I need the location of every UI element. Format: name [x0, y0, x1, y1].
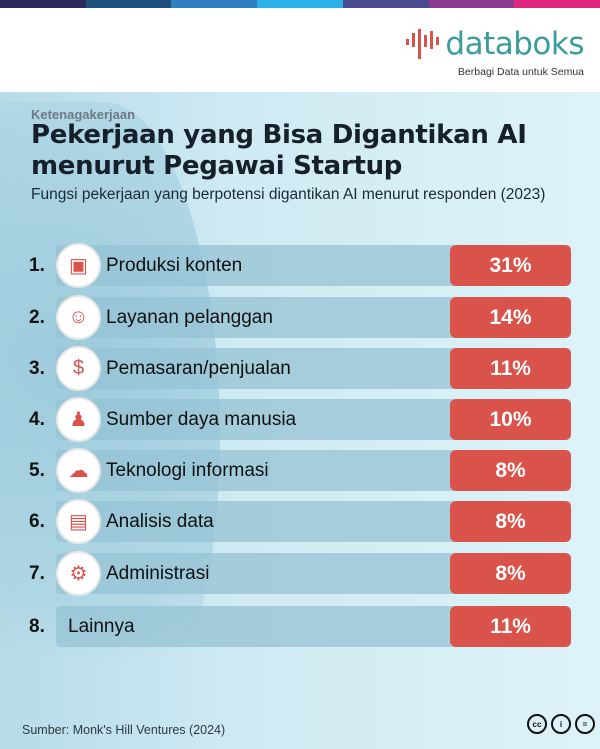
bar-row: 2. ☺ Layanan pelanggan 14% [29, 295, 571, 340]
category-label: Sumber daya manusia [106, 408, 297, 430]
value-label: 8% [450, 450, 571, 491]
it-cloud-icon: ☁ [56, 448, 101, 493]
databoks-logo: databoks Berbagi Data untuk Semua [405, 26, 584, 78]
category-label: Ketenagakerjaan [31, 107, 136, 122]
source-note: Sumber: Monk's Hill Ventures (2024) [22, 723, 226, 737]
category-label: Pemasaran/penjualan [106, 357, 291, 379]
chart-title: Pekerjaan yang Bisa Digantikan AI menuru… [31, 120, 527, 181]
stripe-segment [257, 0, 343, 8]
stripe-segment [0, 0, 86, 8]
stripe-segment [342, 0, 429, 8]
category-label: Analisis data [106, 510, 214, 532]
chart-subtitle: Fungsi pekerjaan yang berpotensi diganti… [31, 186, 546, 203]
cc-icon: cc [527, 714, 547, 734]
category-label: Teknologi informasi [106, 459, 269, 481]
bar-row: 4. ♟ Sumber daya manusia 10% [29, 397, 571, 442]
top-color-stripe [0, 0, 600, 8]
data-analysis-icon: ▤ [56, 499, 101, 544]
stripe-segment [514, 0, 600, 8]
rank-number: 5. [29, 459, 45, 481]
category-label: Layanan pelanggan [106, 306, 273, 328]
rank-number: 6. [29, 510, 45, 532]
category-label: Administrasi [106, 562, 210, 584]
logo-bars-icon [406, 29, 440, 59]
rank-number: 1. [29, 254, 45, 276]
value-label: 11% [450, 606, 571, 647]
bar-row: 7. ⚙ Administrasi 8% [29, 551, 571, 596]
rank-number: 2. [29, 306, 45, 328]
stripe-segment [171, 0, 258, 8]
administration-icon: ⚙ [56, 551, 101, 596]
sales-money-icon: $ [56, 346, 101, 391]
value-label: 8% [450, 553, 571, 594]
value-label: 31% [450, 245, 571, 286]
nd-icon: = [575, 714, 595, 734]
rank-number: 4. [29, 408, 45, 430]
value-label: 10% [450, 399, 571, 440]
rank-number: 3. [29, 357, 45, 379]
value-label: 8% [450, 501, 571, 542]
bar-row: 1. ▣ Produksi konten 31% [29, 243, 571, 288]
bar-row: 5. ☁ Teknologi informasi 8% [29, 448, 571, 493]
stripe-segment [428, 0, 515, 8]
header: databoks Berbagi Data untuk Semua [0, 8, 600, 92]
customer-service-icon: ☺ [56, 295, 101, 340]
content-media-icon: ▣ [56, 243, 101, 288]
stripe-segment [85, 0, 172, 8]
by-icon: i [551, 714, 571, 734]
logo-word: databoks [445, 26, 584, 62]
bar-row: 3. $ Pemasaran/penjualan 11% [29, 346, 571, 391]
category-label: Lainnya [68, 615, 135, 637]
license-icons: cc i = [527, 714, 595, 734]
bar-row: 6. ▤ Analisis data 8% [29, 499, 571, 544]
category-label: Produksi konten [106, 254, 243, 276]
human-resources-icon: ♟ [56, 397, 101, 442]
value-label: 11% [450, 348, 571, 389]
logo-tagline: Berbagi Data untuk Semua [457, 66, 584, 78]
value-label: 14% [450, 297, 571, 338]
rank-number: 7. [29, 562, 45, 584]
bar-row: 8. Lainnya 11% [29, 606, 571, 647]
rank-number: 8. [29, 615, 45, 637]
